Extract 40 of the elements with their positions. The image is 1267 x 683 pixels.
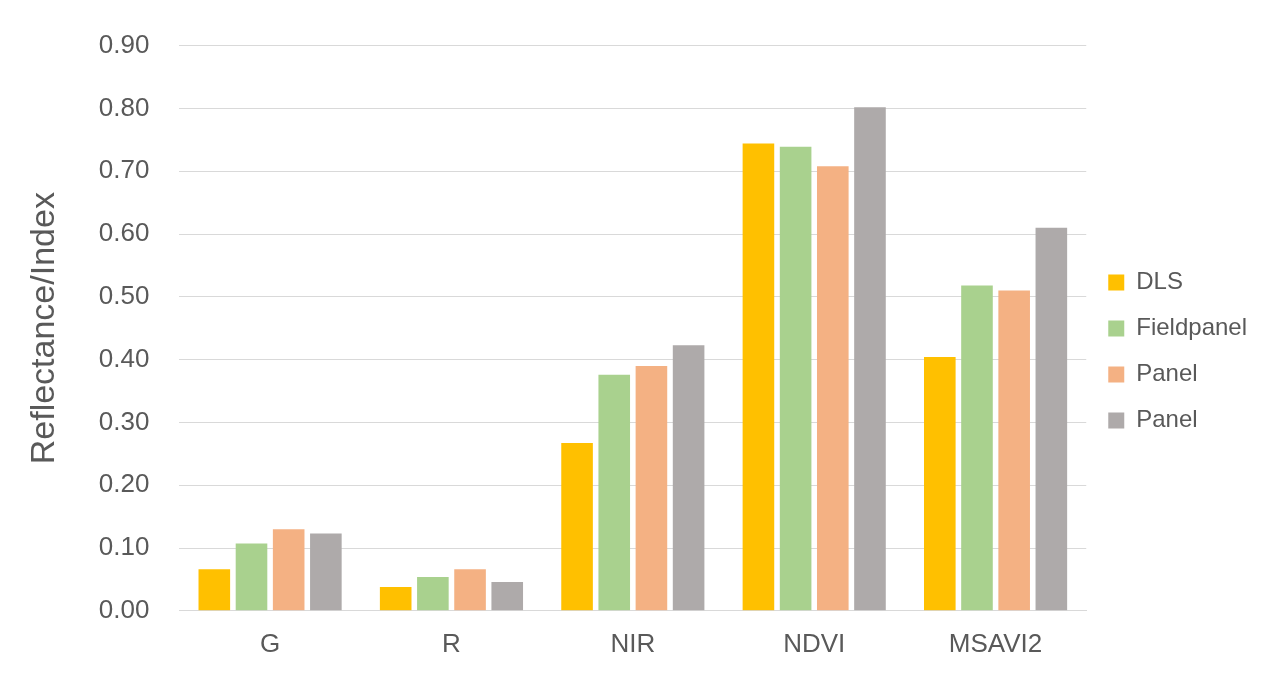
- legend-label: Fieldpanel: [1136, 313, 1248, 341]
- y-tick-label: 0.30: [98, 405, 150, 436]
- bar: [598, 374, 631, 611]
- y-tick-label: 0.90: [98, 28, 150, 59]
- bar: [491, 581, 524, 611]
- bar: [379, 586, 412, 611]
- bar: [854, 107, 886, 611]
- bar: [961, 285, 993, 611]
- y-tick-label: 0.10: [98, 531, 150, 562]
- y-tick-label: 0.80: [98, 91, 150, 122]
- y-tick-label: 0.40: [98, 342, 150, 373]
- bar: [816, 166, 849, 611]
- y-tick-label: 0.00: [98, 593, 150, 624]
- bar: [672, 345, 705, 611]
- bar: [1035, 227, 1068, 611]
- x-tick-label: NDVI: [783, 627, 846, 658]
- y-tick-label: 0.70: [98, 154, 150, 185]
- x-tick-label: G: [259, 627, 281, 658]
- bar: [235, 543, 268, 611]
- bar: [454, 569, 486, 611]
- legend-label: Panel: [1136, 359, 1198, 387]
- y-tick-label: 0.50: [98, 279, 150, 310]
- y-tick-label: 0.20: [98, 468, 150, 499]
- bar: [310, 533, 342, 611]
- x-tick-label: MSAVI2: [948, 627, 1043, 658]
- bar: [924, 357, 956, 611]
- bar: [198, 569, 231, 611]
- x-tick-label: NIR: [610, 627, 656, 658]
- y-tick-label: 0.60: [98, 217, 150, 248]
- bar: [417, 576, 449, 611]
- bar: [779, 146, 812, 611]
- bar: [742, 143, 775, 611]
- legend-label: Panel: [1136, 405, 1198, 433]
- legend-label: DLS: [1136, 267, 1183, 295]
- bar: [635, 365, 668, 611]
- bar: [998, 290, 1030, 611]
- y-axis-title: Reflectance/Index: [22, 192, 61, 465]
- x-tick-label: R: [442, 627, 461, 658]
- bar: [561, 443, 593, 611]
- bar: [272, 529, 305, 611]
